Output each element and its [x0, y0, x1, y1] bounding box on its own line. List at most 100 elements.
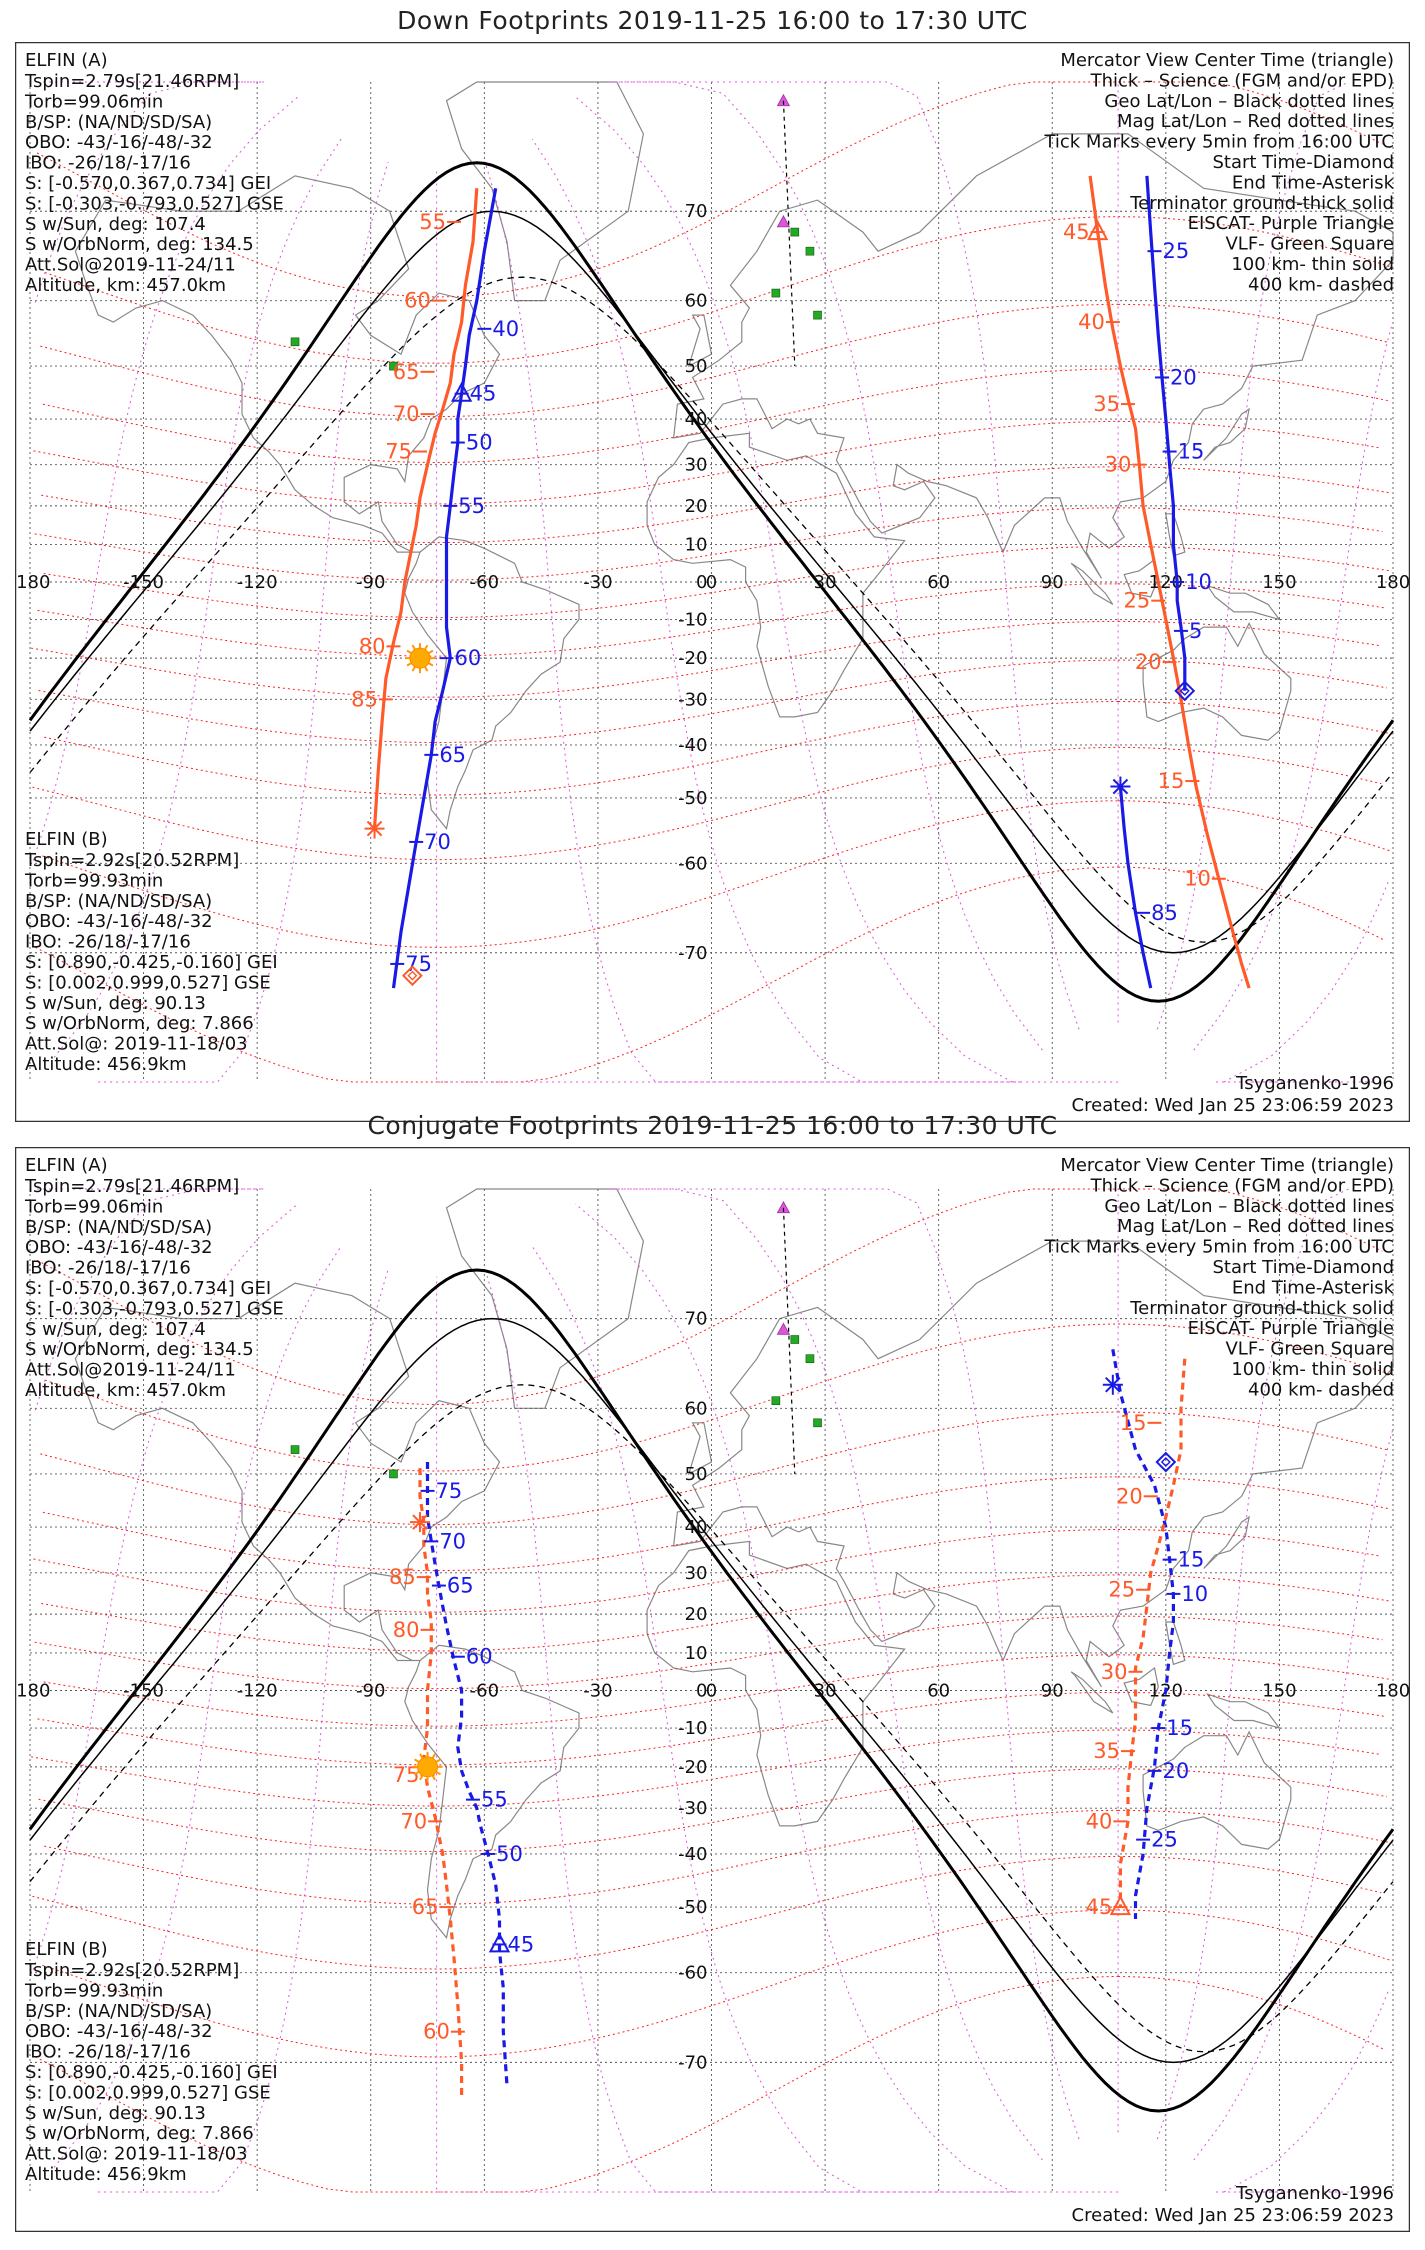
mag-latitude-line [44, 701, 1393, 796]
legend-item: Terminator ground-thick solid [1129, 193, 1394, 214]
track-tick-label: 20 [1170, 365, 1197, 389]
start-time-diamond-inner [407, 970, 418, 981]
track-tick-labels: 7570656055504515101520258580757065601520… [389, 1411, 1208, 2044]
track-tick-label: 15 [1178, 440, 1205, 464]
terminator-100km-line [29, 210, 1394, 954]
mag-latitude-line [42, 800, 1392, 948]
subsolar-sun-icon [404, 643, 435, 674]
elfin-b-info-line: S w/Sun, deg: 90.13 [25, 993, 206, 1014]
track-tick-label: 50 [496, 1842, 523, 1866]
lat-tick: -30 [678, 689, 707, 710]
track-tick-label: 55 [419, 210, 446, 234]
track-tick-label: 20 [1162, 1759, 1189, 1783]
start-time-diamond-inner [1179, 685, 1190, 696]
lon-tick: 30 [814, 1681, 837, 1702]
lon-tick: -120 [237, 572, 278, 593]
end-time-asterisk-icon [1102, 1374, 1123, 1395]
elfin-b-info-line: S w/OrbNorm, deg: 7.866 [25, 2123, 254, 2144]
elfin-a-track [1111, 1349, 1175, 1919]
lat-tick: 40 [685, 1517, 708, 1538]
legend-item: 100 km- thin solid [1231, 1359, 1394, 1380]
elfin-a-info-line: S: [-0.303,-0.793,0.527] GSE [25, 193, 284, 214]
lon-tick: -30 [583, 572, 612, 593]
sun-ray [419, 1775, 424, 1781]
elfin-a-info-line: IBO: -26/18/-17/16 [25, 153, 191, 174]
mag-longitude-line [608, 1188, 1043, 2161]
track-tick-label: 65 [447, 1574, 474, 1598]
track-tick-label: 5 [1189, 619, 1202, 643]
mag-longitude-line [53, 138, 1375, 1083]
legend-item: EISCAT- Purple Triangle [1188, 1318, 1394, 1339]
start-time-diamond-inner [1160, 1457, 1171, 1468]
vlf-square-icon [290, 1445, 300, 1454]
elfin-b-info: ELFIN (B)Tspin=2.92s[20.52RPM]Torb=99.93… [24, 1939, 278, 2185]
track-tick-label: 40 [1078, 310, 1105, 334]
elfin-b-info-line: Tspin=2.92s[20.52RPM] [24, 1960, 239, 1981]
elfin-b-name: ELFIN (B) [25, 829, 108, 850]
legend-item: End Time-Asterisk [1232, 1277, 1395, 1298]
elfin-b-info: ELFIN (B)Tspin=2.92s[20.52RPM]Torb=99.93… [24, 829, 278, 1075]
coastline [1070, 1671, 1114, 1714]
elfin-a-info-line: Torb=99.06min [24, 91, 163, 112]
lat-tick: -50 [678, 1897, 707, 1918]
vlf-square-icon [805, 1354, 815, 1363]
terminator [28, 161, 1395, 1003]
lat-tick: -10 [678, 609, 707, 630]
elfin-a-info: ELFIN (A)Tspin=2.79s[21.46RPM]Torb=99.06… [24, 1155, 284, 1401]
lat-tick-labels: 70 60 50 40 30 20 10 0 -10 -20 -30 -40 -50 -60 -70 [678, 201, 707, 964]
coastline [1203, 1515, 1250, 1569]
land-outlines [74, 1188, 1394, 1940]
track-tick-label: 30 [1105, 453, 1132, 477]
mag-longitude-line [531, 1245, 998, 2193]
legend-item: Mercator View Center Time (triangle) [1060, 50, 1394, 71]
eiscat-triangle-icon [776, 93, 791, 107]
track-tick-label: 15 [1178, 1548, 1205, 1572]
legend-item: Geo Lat/Lon – Black dotted lines [1104, 1196, 1394, 1217]
coastline [1142, 1730, 1292, 1850]
mag-longitude-line [34, 81, 1393, 1051]
mag-longitude-line [98, 161, 1336, 1083]
lon-tick: 180 [1376, 572, 1410, 593]
elfin-a-track [1118, 786, 1153, 989]
lat-tick: 50 [685, 356, 708, 377]
sun-ray [419, 1753, 424, 1759]
model-label: Tsyganenko-1996 [1235, 1073, 1394, 1094]
down-footprints-map: -180-150-120-90-60-300306090120150180706… [15, 42, 1410, 1122]
mag-latitude-line [32, 1855, 1382, 1970]
track-tick-label: 65 [439, 743, 466, 767]
terminator-ground-line [28, 161, 1395, 1003]
vlf-square-icon [790, 227, 800, 237]
track-tick-label: 60 [404, 289, 431, 313]
legend-item: Start Time-Diamond [1212, 1257, 1394, 1278]
sun-ray [431, 1753, 436, 1759]
elfin-a-info-line: S w/Sun, deg: 107.4 [25, 214, 206, 235]
panel-title-conjugate: Conjugate Footprints 2019-11-25 16:00 to… [367, 1111, 1058, 1140]
map-body [28, 81, 1395, 1083]
lat-tick: 20 [685, 1604, 708, 1625]
mag-latitude-line [34, 507, 1383, 581]
mag-longitude-line [37, 81, 1349, 1030]
elfin-b-info-line: Altitude: 456.9km [25, 2164, 187, 2185]
mag-longitude-line [436, 1276, 1119, 2193]
track-tick-label: 60 [454, 646, 481, 670]
coastline [1203, 407, 1250, 461]
track-tick-label: 15 [1166, 1716, 1193, 1740]
vlf-square-icon [790, 1335, 800, 1344]
elfin-a-info-line: Tspin=2.79s[21.46RPM] [24, 1176, 239, 1197]
eiscat-triangle-icon [776, 215, 791, 228]
mag-longitude-line [37, 1188, 1349, 2140]
lat-tick: -50 [678, 788, 707, 809]
elfin-a-info-line: Altitude, km: 457.0km [25, 275, 226, 296]
elfin-b-info-line: Att.Sol@: 2019-11-18/03 [25, 2144, 248, 2165]
coastline [687, 1422, 713, 1476]
lat-tick: -70 [678, 943, 707, 964]
elfin-b-info-line: OBO: -43/-16/-48/-32 [25, 911, 213, 932]
elfin-b-info-line: S w/Sun, deg: 90.13 [25, 2103, 206, 2124]
lon-tick: 0 [706, 572, 717, 593]
track-tick-labels: 4045505560657075252015105855560657075808… [351, 210, 1226, 976]
elfin-b-info-line: B/SP: (NA/ND/SD/SA) [25, 2001, 212, 2022]
elfin-b-name: ELFIN (B) [25, 1939, 108, 1960]
eiscat-triangle-icon [776, 1200, 791, 1214]
mag-longitude-line [575, 96, 1013, 1083]
lon-tick: -30 [583, 1681, 612, 1702]
